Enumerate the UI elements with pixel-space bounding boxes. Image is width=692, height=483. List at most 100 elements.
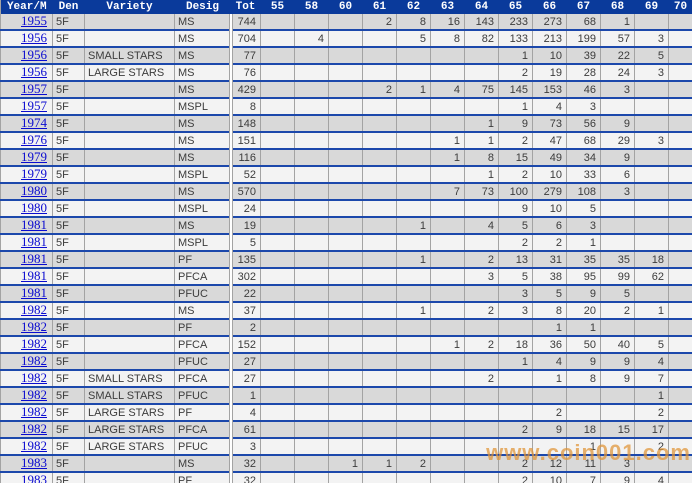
- grade-cell-66: [532, 438, 567, 455]
- year-link[interactable]: 1956: [21, 47, 47, 62]
- variety-cell: LARGE STARS: [84, 404, 175, 421]
- year-link[interactable]: 1982: [21, 421, 47, 436]
- grade-cell-62: [396, 268, 431, 285]
- column-header-69: 69: [634, 0, 669, 14]
- desig-cell: PFCA: [174, 268, 231, 285]
- tot-cell: 61: [228, 421, 261, 438]
- year-link[interactable]: 1957: [21, 81, 47, 96]
- grade-cell-64: [464, 47, 499, 64]
- variety-cell: LARGE STARS: [84, 438, 175, 455]
- den-cell: 5F: [52, 217, 85, 234]
- grade-cell-58: [294, 132, 329, 149]
- grade-cell-62: [396, 98, 431, 115]
- year-link[interactable]: 1981: [21, 285, 47, 300]
- tot-cell: 1: [228, 387, 261, 404]
- year-link[interactable]: 1981: [21, 234, 47, 249]
- grade-cell-55: [260, 30, 295, 47]
- grade-cell-62: 5: [396, 30, 431, 47]
- grade-cell-67: 46: [566, 81, 601, 98]
- grade-cell-67: 3: [566, 98, 601, 115]
- grade-cell-55: [260, 234, 295, 251]
- year-link[interactable]: 1979: [21, 149, 47, 164]
- year-link[interactable]: 1982: [21, 302, 47, 317]
- table-row: 1983 5F PF 32 2 10 7 9 4: [0, 472, 692, 483]
- grade-cell-58: [294, 421, 329, 438]
- grade-cell-58: [294, 370, 329, 387]
- year-link[interactable]: 1981: [21, 268, 47, 283]
- grade-cell-61: 2: [362, 81, 397, 98]
- table-row: 1974 5F MS 148 1 9 73 56 9: [0, 115, 692, 132]
- year-link[interactable]: 1956: [21, 64, 47, 79]
- grade-cell-55: [260, 47, 295, 64]
- grade-cell-65: 15: [498, 149, 533, 166]
- year-cell: 1974: [0, 115, 53, 132]
- grade-cell-55: [260, 370, 295, 387]
- grade-cell-58: [294, 438, 329, 455]
- year-link[interactable]: 1980: [21, 200, 47, 215]
- grade-cell-69: [634, 234, 669, 251]
- tot-cell: 704: [228, 30, 261, 47]
- grade-cell-69: [634, 166, 669, 183]
- grade-cell-70: [668, 438, 692, 455]
- year-link[interactable]: 1955: [21, 14, 47, 28]
- year-link[interactable]: 1982: [21, 353, 47, 368]
- grade-cell-61: [362, 217, 397, 234]
- grade-cell-60: [328, 472, 363, 483]
- den-cell: 5F: [52, 353, 85, 370]
- grade-cell-67: 7: [566, 472, 601, 483]
- table-row: 1956 5F LARGE STARS MS 76 2 19 28 24 3: [0, 64, 692, 81]
- grade-cell-70: [668, 336, 692, 353]
- grade-cell-60: [328, 81, 363, 98]
- year-link[interactable]: 1982: [21, 370, 47, 385]
- grade-cell-55: [260, 353, 295, 370]
- year-link[interactable]: 1983: [21, 472, 47, 483]
- grade-cell-70: [668, 115, 692, 132]
- table-row: 1956 5F MS 704 4 5 8 82 133 213 199 57 3: [0, 30, 692, 47]
- year-link[interactable]: 1982: [21, 404, 47, 419]
- year-link[interactable]: 1981: [21, 251, 47, 266]
- grade-cell-64: [464, 353, 499, 370]
- year-cell: 1982: [0, 421, 53, 438]
- year-link[interactable]: 1979: [21, 166, 47, 181]
- grade-cell-62: [396, 149, 431, 166]
- grade-cell-70: [668, 166, 692, 183]
- year-link[interactable]: 1983: [21, 455, 47, 470]
- grade-cell-69: 3: [634, 132, 669, 149]
- grade-cell-69: 5: [634, 47, 669, 64]
- year-link[interactable]: 1982: [21, 336, 47, 351]
- table-row: 1982 5F SMALL STARS PFUC 1 1: [0, 387, 692, 404]
- grade-cell-66: 49: [532, 149, 567, 166]
- grade-cell-58: [294, 200, 329, 217]
- year-link[interactable]: 1976: [21, 132, 47, 147]
- year-link[interactable]: 1982: [21, 319, 47, 334]
- year-link[interactable]: 1974: [21, 115, 47, 130]
- year-cell: 1981: [0, 251, 53, 268]
- grade-cell-68: 29: [600, 132, 635, 149]
- grade-cell-70: [668, 404, 692, 421]
- grade-cell-69: [634, 81, 669, 98]
- year-link[interactable]: 1981: [21, 217, 47, 232]
- desig-cell: MS: [174, 183, 231, 200]
- desig-cell: MS: [174, 455, 231, 472]
- grade-cell-63: [430, 404, 465, 421]
- grade-cell-65: [498, 387, 533, 404]
- year-link[interactable]: 1980: [21, 183, 47, 198]
- grade-cell-62: [396, 115, 431, 132]
- den-cell: 5F: [52, 472, 85, 483]
- grade-cell-67: 9: [566, 353, 601, 370]
- year-link[interactable]: 1982: [21, 387, 47, 402]
- column-header-55: 55: [260, 0, 295, 14]
- grade-cell-64: [464, 200, 499, 217]
- grade-cell-60: [328, 370, 363, 387]
- variety-cell: LARGE STARS: [84, 421, 175, 438]
- grade-cell-66: 12: [532, 455, 567, 472]
- tot-cell: 2: [228, 319, 261, 336]
- grade-cell-70: [668, 353, 692, 370]
- grade-cell-63: [430, 200, 465, 217]
- den-cell: 5F: [52, 149, 85, 166]
- year-link[interactable]: 1982: [21, 438, 47, 453]
- grade-cell-55: [260, 200, 295, 217]
- tot-cell: 19: [228, 217, 261, 234]
- year-link[interactable]: 1957: [21, 98, 47, 113]
- year-link[interactable]: 1956: [21, 30, 47, 45]
